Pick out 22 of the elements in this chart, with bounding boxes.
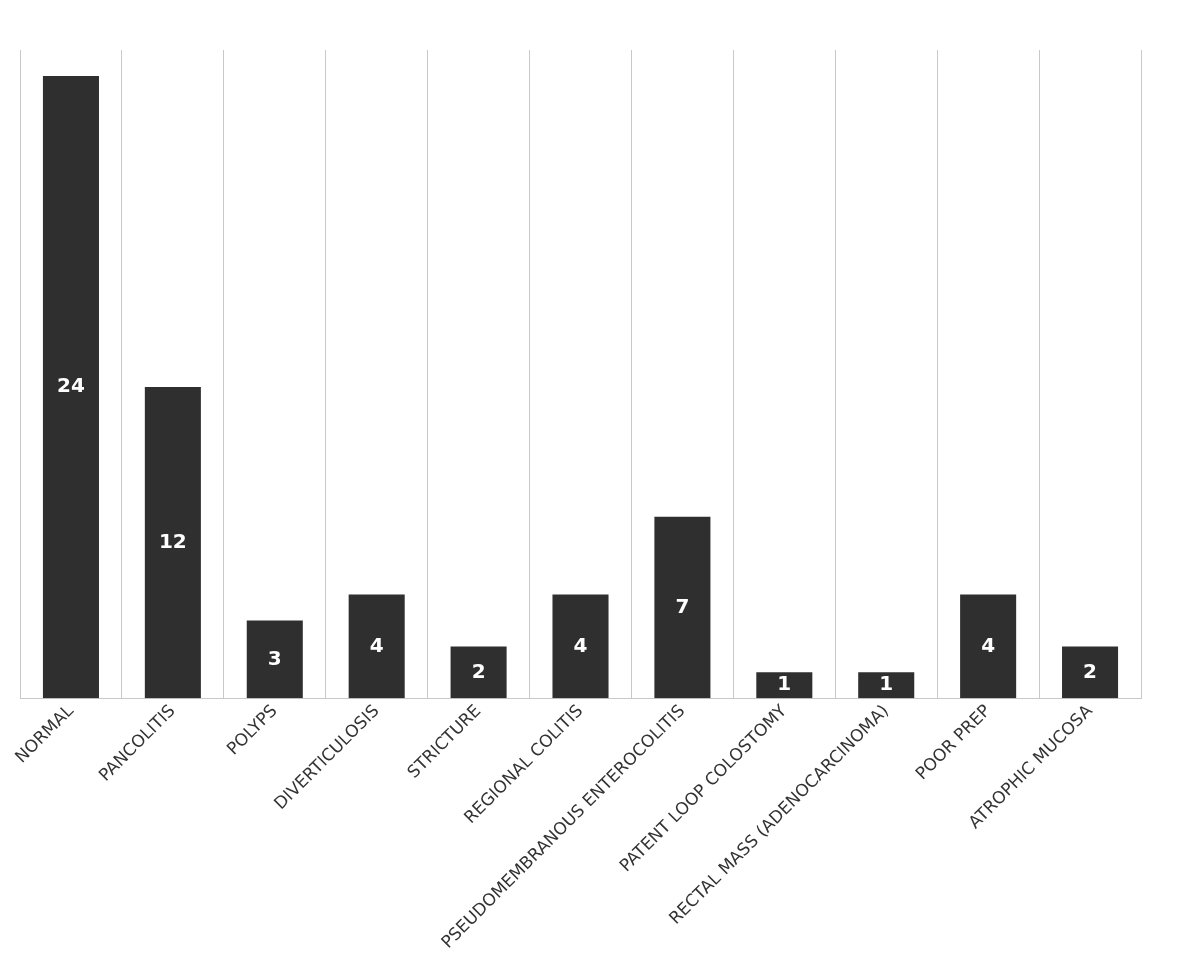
bar: [756, 672, 813, 699]
bar: [858, 672, 915, 699]
data-label: 3: [267, 645, 282, 670]
bar: [144, 387, 201, 699]
data-label: 12: [158, 528, 187, 553]
bar: [42, 75, 99, 699]
data-label: 7: [675, 593, 690, 618]
bar: [654, 516, 711, 699]
bar: [450, 646, 507, 699]
data-label: 4: [981, 632, 996, 657]
bar: [552, 594, 609, 699]
data-label: 4: [573, 632, 588, 657]
data-label: 2: [1083, 658, 1098, 683]
bar: [348, 594, 405, 699]
bar: [246, 620, 303, 699]
data-label: 1: [777, 671, 792, 696]
bar: [960, 594, 1017, 699]
data-label: 2: [471, 658, 486, 683]
data-label: 4: [369, 632, 384, 657]
bar: [1062, 646, 1119, 699]
data-label: 24: [57, 373, 85, 398]
data-label: 1: [879, 671, 894, 696]
